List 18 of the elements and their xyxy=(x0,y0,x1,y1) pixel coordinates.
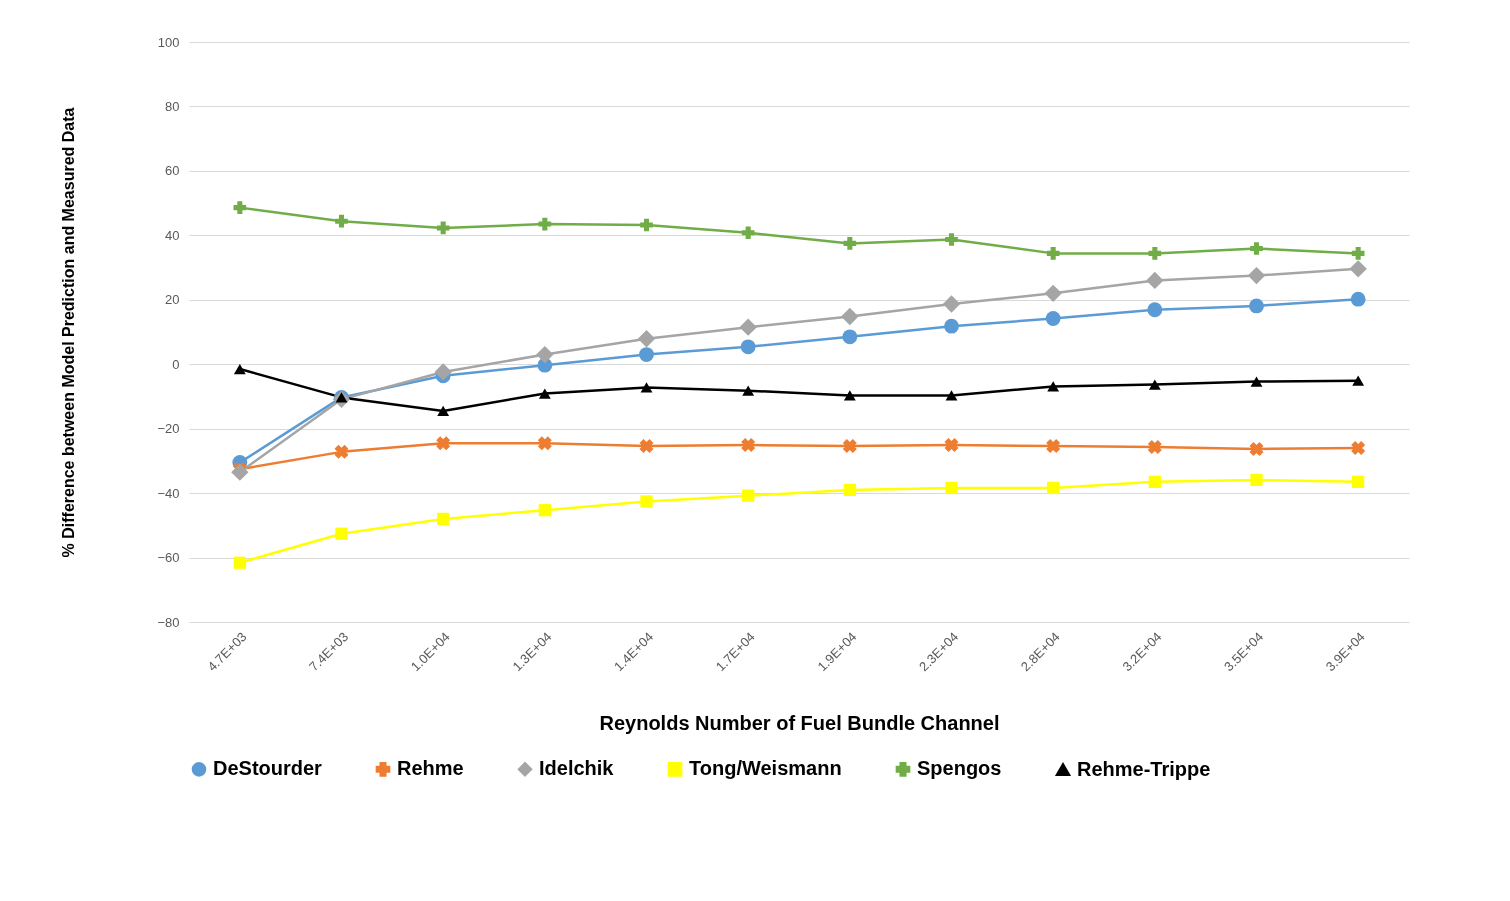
y-tick-label: 0 xyxy=(172,356,180,372)
y-tick-label: 40 xyxy=(165,227,180,243)
y-tick-label: −60 xyxy=(157,550,180,566)
legend-label: Rehme-Trippe xyxy=(1077,757,1211,780)
y-tick-label: 100 xyxy=(157,34,180,50)
legend-label: Idelchik xyxy=(539,757,615,780)
y-tick-label: 80 xyxy=(165,98,180,114)
legend-label: Spengos xyxy=(917,757,1002,780)
x-axis-title: Reynolds Number of Fuel Bundle Channel xyxy=(599,712,1000,735)
y-tick-label: −40 xyxy=(157,485,180,501)
legend-label: Rehme xyxy=(397,757,464,780)
y-tick-label: 60 xyxy=(165,163,180,179)
legend-label: DeStourder xyxy=(213,757,323,780)
y-axis-title: % Difference between Model Prediction and Measured Data xyxy=(60,107,78,558)
y-tick-label: 20 xyxy=(165,292,180,308)
y-tick-label: −80 xyxy=(157,614,180,630)
y-tick-label: −20 xyxy=(157,421,180,437)
legend-label: Tong/Weismann xyxy=(689,757,842,780)
